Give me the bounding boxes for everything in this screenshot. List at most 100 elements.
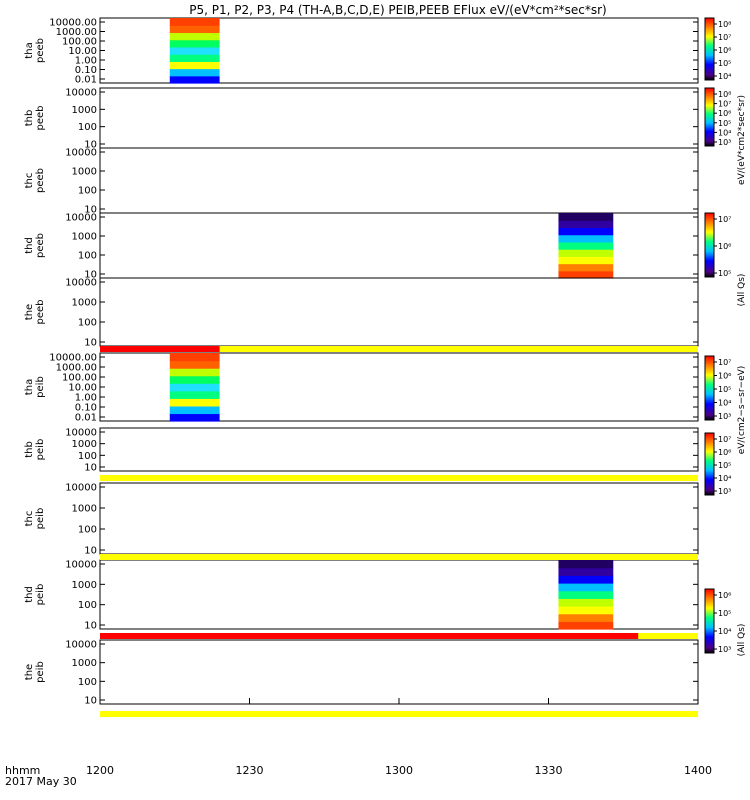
colorbar-tick-label: 10⁶ [718,372,731,381]
panel-ylabel: thepeeb [24,300,46,325]
y-tick-label: 10000 [65,88,97,99]
y-tick-label: 100.00 [62,373,97,384]
panel-tha-peeb: thapeeb10000.001000.00100.0010.001.000.1… [24,17,699,86]
status-bar [100,554,698,560]
colorbar-tick-label: 10⁵ [718,269,731,278]
y-tick-label: 100 [78,600,97,611]
spectrogram-band [169,61,220,70]
y-tick-label: 10 [84,621,97,632]
spectrogram-band [558,567,614,576]
colorbar-thb-peib: 10⁷ 10⁶ 10⁵ 10⁴ 10³ [704,432,731,496]
status-bar-yellow [100,475,698,481]
colorbar-tick-label: 10³ [718,138,731,147]
spectrogram-band [558,213,614,221]
y-tick-label: 100 [78,318,97,329]
y-tick-label: 100.00 [62,37,97,48]
y-tick-label: 0.10 [75,65,97,76]
y-tick-label: 1000 [72,232,97,243]
y-tick-label: 1000 [72,298,97,309]
panel-thc-peeb: thcpeeb 10000 1000 100 10 [24,147,699,216]
y-tick-label: 10000 [65,428,97,439]
spectrogram-band [169,413,220,422]
colorbar-tick-label: 10⁴ [718,474,731,483]
y-tick-label: 1.00 [75,56,97,67]
colorbar-tick-label: 10⁷ [718,33,731,42]
colorbar-tick-label: 10⁴ [718,627,731,636]
y-tick-label: 10.00 [68,46,97,57]
panel-frame [99,482,699,555]
y-tick-label: 10.00 [68,383,97,394]
y-tick-label: 10000 [65,278,97,289]
spectrogram-band [558,583,614,592]
status-bar [100,711,698,717]
spectrogram-block [169,353,220,422]
colorbar-label: (All Qs) [737,274,747,307]
panel-the-peeb: thepeeb 10000 1000 100 10 [24,277,699,349]
colorbar-gradient [704,432,715,496]
panel-stack: thapeeb10000.001000.00100.0010.001.000.1… [24,17,699,707]
spectrogram-band [169,353,220,362]
panel-ylabel: thepeib [24,661,46,683]
colorbar-gradient [704,212,715,278]
y-tick-label: 1000 [72,439,97,450]
y-tick-label: 100 [78,451,97,462]
colorbar-tick-label: 10³ [718,645,731,654]
colorbar-tick-label: 10⁵ [718,461,731,470]
colorbar-gradient [704,588,715,654]
status-bar-yellow [100,711,698,717]
colorbar-tick-label: 10⁷ [718,358,731,367]
status-bar-red [100,633,639,639]
colorbar-tick-label: 10⁶ [718,591,731,600]
spectrogram-band [558,227,614,236]
time-tick-label: 1300 [385,764,413,777]
spectrogram-band [558,613,614,622]
colorbar-thd-peib: 10⁶ 10⁵ 10⁴ 10³ [704,588,731,654]
spectrogram-band [558,575,614,584]
spectrogram-band [558,621,614,630]
y-tick-label: 10000 [65,640,97,651]
spectrogram-band [558,241,614,250]
y-tick-label: 1000.00 [56,27,97,38]
colorbar-tick-label: 10⁴ [718,128,731,137]
colorbar-tick-label: 10⁵ [718,385,731,394]
spectrogram-band [169,360,220,369]
time-tick-label: 1330 [535,764,563,777]
status-bar-yellow [100,554,698,560]
status-bar [100,346,698,352]
time-tick-label: 1230 [236,764,264,777]
spectrogram-band [169,383,220,392]
colorbar-tick-label: 10⁵ [718,119,731,128]
spectrogram-band [558,234,614,243]
y-tick-label: 10 [84,463,97,474]
spectrogram-band [558,220,614,229]
colorbar-tick-label: 10⁴ [718,399,731,408]
colorbar-tick-label: 10⁸ [718,90,731,99]
spectrogram-band [169,390,220,399]
colorbar-thd-peeb: 10⁷ 10⁶ 10⁵ [704,212,731,278]
colorbar-tick-label: 10⁶ [718,242,731,251]
colorbar-tick-label: 10⁷ [718,435,731,444]
y-tick-label: 100 [78,251,97,262]
colorbar-tick-label: 10⁷ [718,215,731,224]
spectrogram-band [558,606,614,615]
panel-ylabel: thcpeeb [24,168,46,193]
spectrogram-band [169,46,220,55]
y-tick-label: 10 [84,546,97,557]
spectrogram-band [558,590,614,599]
colorbar-tick-label: 10⁶ [718,448,731,457]
y-tick-label: 1000 [72,580,97,591]
panel-ylabel: thapeeb [24,38,46,63]
spectrogram-band [169,68,220,77]
colorbar-tha-peib: 10⁷ 10⁶ 10⁵ 10⁴ 10³ [704,355,731,421]
spectrogram-band [558,263,614,272]
panel-thc-peib: thcpeib 10000 1000 100 10 [24,482,699,557]
panel-ylabel: thcpeib [24,508,46,530]
panel-ylabel: thapeib [24,376,46,398]
panel-ylabel: thdpeeb [24,233,46,258]
spectrogram-block [558,213,614,279]
y-tick-label: 10 [84,205,97,216]
y-tick-label: 100 [78,122,97,133]
colorbar-stack: 10⁸10⁷10⁶10⁵10⁴10⁸10⁷10⁶10⁵10⁴10³10⁷10⁶1… [704,17,731,654]
status-bar [100,475,698,481]
